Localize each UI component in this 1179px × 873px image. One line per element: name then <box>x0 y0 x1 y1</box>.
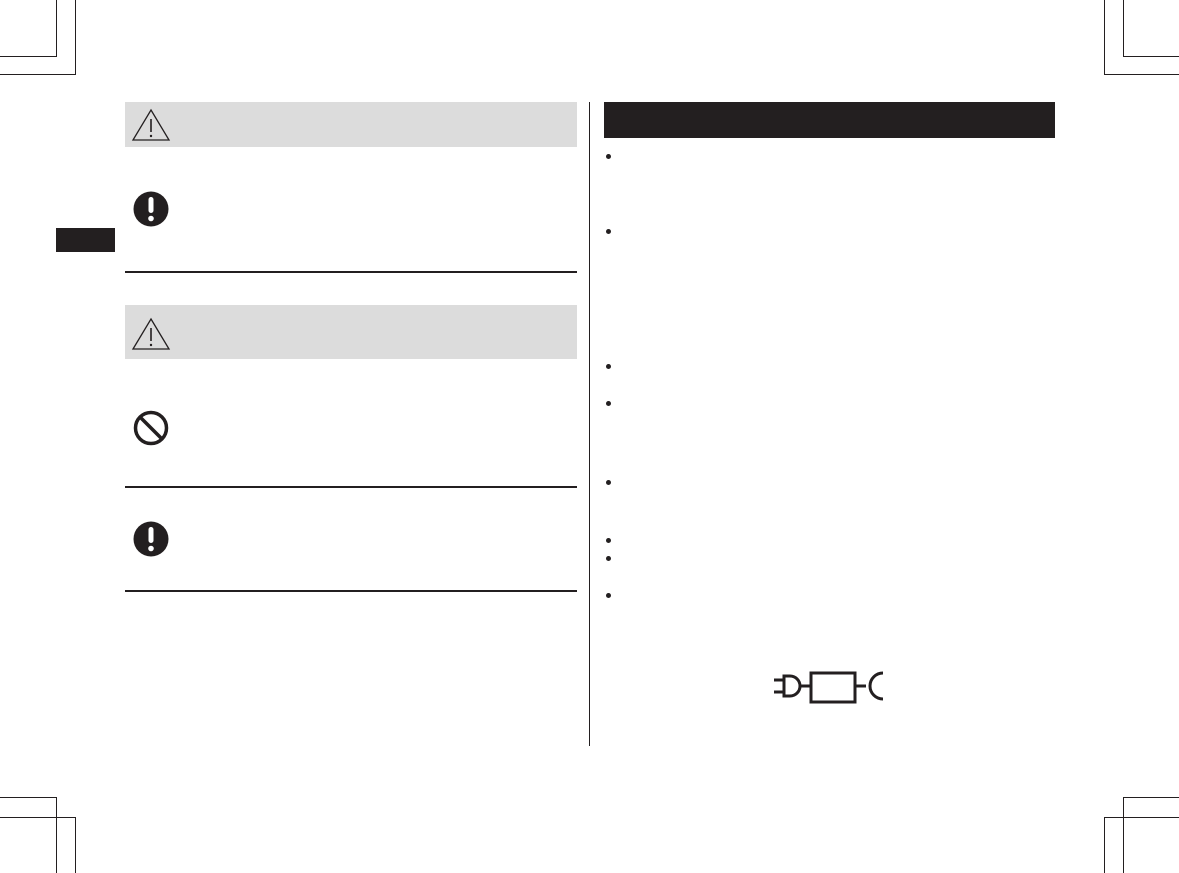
divider <box>125 486 577 488</box>
bullet <box>606 154 611 159</box>
bullet <box>606 480 611 485</box>
bullet <box>606 401 611 406</box>
warning-triangle-icon <box>131 317 171 350</box>
column-divider <box>589 102 590 746</box>
bullet <box>606 229 611 234</box>
mandatory-action-icon <box>133 191 169 227</box>
divider <box>125 590 577 592</box>
section-header-bar <box>604 102 1055 138</box>
prohibition-icon <box>133 410 169 446</box>
plug-adapter-socket-icon <box>774 671 884 704</box>
warning-header-1 <box>125 102 577 147</box>
warning-triangle-icon <box>131 108 171 141</box>
warning-header-2 <box>125 305 577 359</box>
bullet <box>606 556 611 561</box>
divider <box>125 271 577 273</box>
mandatory-action-icon <box>133 521 169 557</box>
bullet <box>606 538 611 543</box>
bullet <box>606 364 611 369</box>
side-tab <box>56 228 115 252</box>
bullet <box>606 593 611 598</box>
